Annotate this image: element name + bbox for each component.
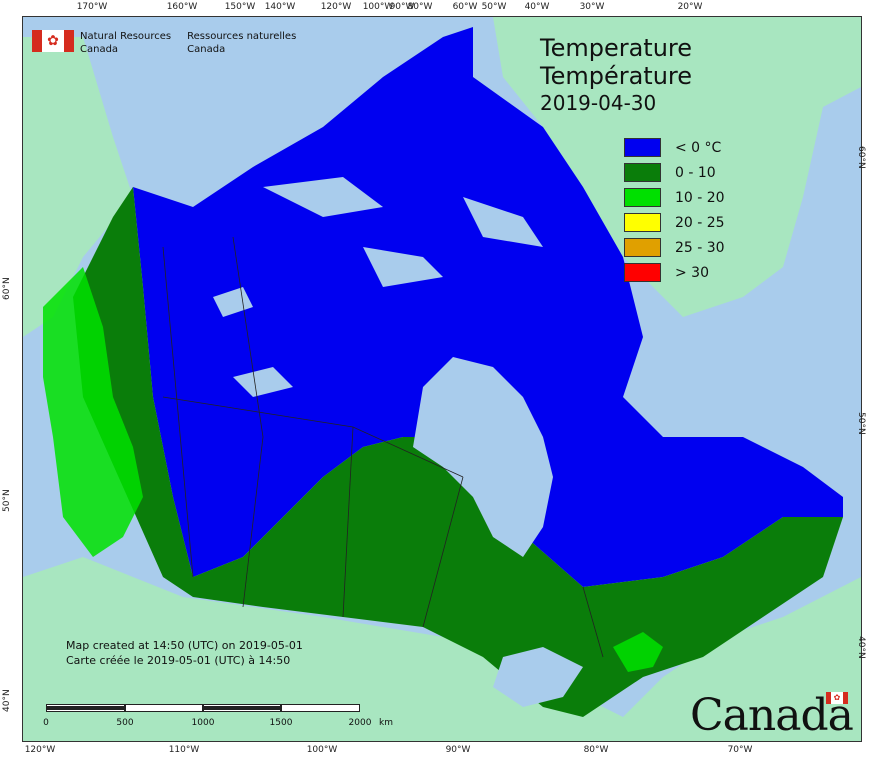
graticule-top-label: 120°W (320, 2, 352, 12)
graticule-top-label: 100°W (362, 2, 394, 12)
scale-segment-fill (203, 706, 281, 710)
canada-ten-twenty-west (43, 267, 143, 557)
boundary-mb-on (422, 476, 464, 628)
legend-item: 10 - 20 (624, 185, 725, 210)
graticule-top-label: 60°W (452, 2, 478, 12)
boundary-territories (162, 396, 464, 478)
wordmark-flag-icon: ✿ (826, 692, 848, 704)
hudson-bay (413, 357, 553, 557)
agency-name-en: Natural Resources Canada (80, 30, 171, 56)
boundaries (162, 236, 604, 658)
graticule-left-label: 50°N (2, 489, 12, 512)
graticule-top-label: 160°W (166, 2, 198, 12)
scale-segment (281, 704, 360, 712)
legend-label: 25 - 30 (675, 239, 725, 256)
scale-label: 1500 (269, 718, 293, 728)
scale-label: 1000 (191, 718, 215, 728)
graticule-left-label: 60°N (2, 277, 12, 300)
graticule-right-label: 60°N (856, 146, 866, 169)
graticule-bottom-label: 100°W (306, 745, 338, 755)
boundary-yt-nt (232, 236, 264, 438)
legend-swatch (624, 188, 661, 207)
legend-label: 20 - 25 (675, 214, 725, 231)
graticule-top-label: 140°W (264, 2, 296, 12)
graticule-top-label: 90°W (389, 2, 415, 12)
boundary-ab-sk (242, 436, 264, 608)
agency-header: ✿ Natural Resources Canada Ressources na… (32, 30, 296, 56)
title-en: Temperature (540, 34, 693, 62)
graticule-bottom-label: 80°W (583, 745, 609, 755)
canada-below-zero (133, 27, 843, 587)
map-canvas (23, 17, 861, 741)
arctic-channel-1 (263, 177, 383, 217)
great-lakes (493, 647, 583, 707)
legend-item: 20 - 25 (624, 210, 725, 235)
boundary-bc-ab (162, 246, 194, 578)
map-credits: Map created at 14:50 (UTC) on 2019-05-01… (66, 638, 303, 668)
agency-fr-line1: Ressources naturelles (187, 31, 297, 42)
scale-label: 500 (116, 718, 134, 728)
graticule-bottom-label: 110°W (168, 745, 200, 755)
great-bear-lake (213, 287, 253, 317)
legend-swatch (624, 213, 661, 232)
map-frame[interactable] (22, 16, 862, 742)
legend: < 0 °C 0 - 10 10 - 20 20 - 25 25 - 30 > … (624, 135, 725, 285)
scale-bar (46, 704, 360, 714)
legend-item: < 0 °C (624, 135, 725, 160)
legend-label: < 0 °C (675, 139, 722, 156)
graticule-top-label: 150°W (224, 2, 256, 12)
usa-landmass (23, 557, 861, 741)
legend-label: > 30 (675, 264, 709, 281)
agency-name-fr: Ressources naturelles Canada (187, 30, 296, 56)
arctic-channel-3 (463, 197, 543, 247)
agency-fr-line2: Canada (187, 44, 226, 55)
arctic-channel-2 (363, 247, 443, 287)
canada-ten-twenty-east (613, 632, 663, 672)
graticule-top-label: 30°W (579, 2, 605, 12)
graticule-left-label: 40°N (2, 689, 12, 712)
alaska-landmass (23, 37, 133, 337)
graticule-right-label: 50°N (856, 412, 866, 435)
scale-labels: 0 500 1000 1500 2000 km (43, 718, 393, 730)
legend-item: 0 - 10 (624, 160, 725, 185)
agency-en-line1: Natural Resources (80, 31, 172, 42)
title-date: 2019-04-30 (540, 91, 657, 115)
great-slave-lake (233, 367, 293, 397)
scale-segment-fill (46, 706, 125, 710)
legend-swatch (624, 163, 661, 182)
greenland-landmass (493, 17, 861, 317)
boundary-on-qc (582, 586, 604, 658)
boundary-sk-mb (342, 426, 354, 618)
graticule-top-label: 20°W (677, 2, 703, 12)
legend-label: 10 - 20 (675, 189, 725, 206)
scale-label: 2000 (348, 718, 372, 728)
graticule-right-label: 40°N (856, 636, 866, 659)
map-title: Temperature Température 2019-04-30 (540, 34, 692, 116)
agency-en-line2: Canada (80, 44, 119, 55)
graticule-top-label: 50°W (481, 2, 507, 12)
credits-fr: Carte créée le 2019-05-01 (UTC) à 14:50 (66, 654, 291, 667)
legend-swatch (624, 263, 661, 282)
graticule-top-label: 40°W (524, 2, 550, 12)
graticule-bottom-label: 90°W (445, 745, 471, 755)
canada-flag-icon: ✿ (32, 30, 74, 52)
graticule-top-label: 80°W (407, 2, 433, 12)
graticule-bottom-label: 120°W (24, 745, 56, 755)
legend-label: 0 - 10 (675, 164, 716, 181)
graticule-top-label: 170°W (76, 2, 108, 12)
title-fr: Température (540, 62, 693, 90)
legend-item: > 30 (624, 260, 725, 285)
credits-en: Map created at 14:50 (UTC) on 2019-05-01 (66, 639, 303, 652)
scale-segment (125, 704, 203, 712)
graticule-bottom-label: 70°W (727, 745, 753, 755)
scale-unit: km (379, 718, 393, 728)
legend-swatch (624, 138, 661, 157)
scale-label: 0 (43, 718, 49, 728)
legend-item: 25 - 30 (624, 235, 725, 260)
legend-swatch (624, 238, 661, 257)
